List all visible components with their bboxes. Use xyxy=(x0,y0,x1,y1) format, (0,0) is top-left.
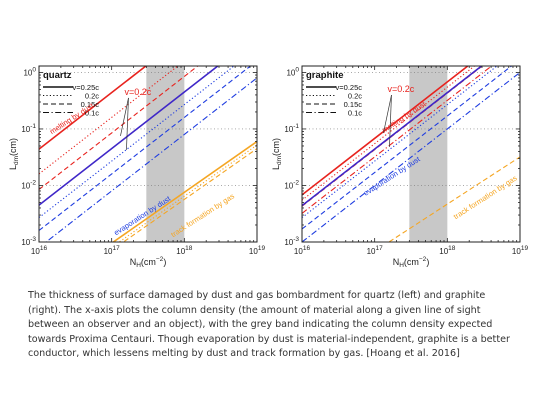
y-tick-label: 100 xyxy=(286,66,299,77)
legend-label: v=0.25c xyxy=(73,83,100,92)
x-tick-label: 1019 xyxy=(512,245,529,256)
x-tick-label: 1019 xyxy=(249,245,266,256)
charts-canvas: 1016 1017 1018 1019 10-3 10-2 10-1 100 NH(cm−2) L… xyxy=(8,65,529,269)
y-tick-label: 10-2 xyxy=(21,179,36,190)
series-line-evaporation-solid xyxy=(39,66,220,206)
annotation-label: v=0.2c xyxy=(387,84,414,94)
series-line-evaporation-solid xyxy=(302,66,483,207)
panel-label: graphite xyxy=(306,70,343,81)
plot-frame xyxy=(38,65,258,243)
series-group xyxy=(39,66,257,242)
series-line-melting-solid xyxy=(39,66,148,150)
annotation-label: v=0.2c xyxy=(124,87,151,97)
figure-caption: The thickness of surface damaged by dust… xyxy=(28,290,510,360)
y-tick-label: 10-1 xyxy=(21,123,36,134)
series-line-evaporation-dashdot xyxy=(302,71,520,242)
series-line-track-dotted xyxy=(118,144,257,242)
y-tick-label: 100 xyxy=(23,66,36,77)
plot-frame xyxy=(301,65,521,243)
annotation-label: melting by dust xyxy=(48,101,96,137)
series-group xyxy=(302,66,520,242)
annotation-label: track formation by gas xyxy=(452,173,519,221)
x-tick-label: 1018 xyxy=(176,245,193,256)
legend-label: v=0.25c xyxy=(336,83,363,92)
y-tick-label: 10-3 xyxy=(21,236,36,247)
legend-label: 0.1c xyxy=(348,109,362,118)
series-line-melting-solid xyxy=(302,66,470,196)
legend-label: 0.2c xyxy=(85,92,99,101)
x-tick-label: 1017 xyxy=(104,245,121,256)
arrow-line xyxy=(389,95,392,148)
series-line-melting-dashdot xyxy=(302,66,493,214)
x-tick-label: 1018 xyxy=(439,245,456,256)
legend-label: 0.15c xyxy=(81,100,100,109)
x-axis-label: NH(cm−2) xyxy=(130,256,167,269)
panel-label: quartz xyxy=(43,70,72,81)
series-line-melting-dashed xyxy=(39,66,199,190)
y-tick-label: 10-2 xyxy=(284,179,299,190)
y-axis-label: Ldm(cm) xyxy=(8,138,20,170)
arrow-line xyxy=(120,97,129,137)
x-tick-label: 1016 xyxy=(294,245,311,256)
y-tick-label: 10-1 xyxy=(284,123,299,134)
annotation-arrows xyxy=(383,94,392,148)
chart-panel-quartz: 1016 1017 1018 1019 10-3 10-2 10-1 100 NH(cm−2) L… xyxy=(8,65,266,269)
x-tick-label: 1017 xyxy=(367,245,384,256)
legend-label: 0.1c xyxy=(85,109,99,118)
chart-panel-graphite: 1016 1017 1018 1019 10-3 10-2 10-1 100 NH(cm−2) L… xyxy=(271,65,529,269)
arrow-line xyxy=(126,97,129,150)
series-line-evaporation-dashed xyxy=(39,66,252,231)
y-tick-label: 10-3 xyxy=(284,236,299,247)
series-line-track-dashed xyxy=(387,156,520,242)
series-line-track-solid xyxy=(111,140,257,242)
legend-label: 0.15c xyxy=(344,100,363,109)
x-tick-label: 1016 xyxy=(31,245,48,256)
annotation-arrows xyxy=(120,97,129,150)
ticks xyxy=(38,66,258,243)
arrow-line xyxy=(383,94,392,134)
ticks xyxy=(301,66,521,243)
y-axis-label: Ldm(cm) xyxy=(271,138,283,170)
legend-label: 0.2c xyxy=(348,92,362,101)
x-axis-label: NH(cm−2) xyxy=(393,256,430,269)
series-line-evaporation-dashed xyxy=(302,66,513,230)
series-line-evaporation-dashdot xyxy=(45,77,257,242)
